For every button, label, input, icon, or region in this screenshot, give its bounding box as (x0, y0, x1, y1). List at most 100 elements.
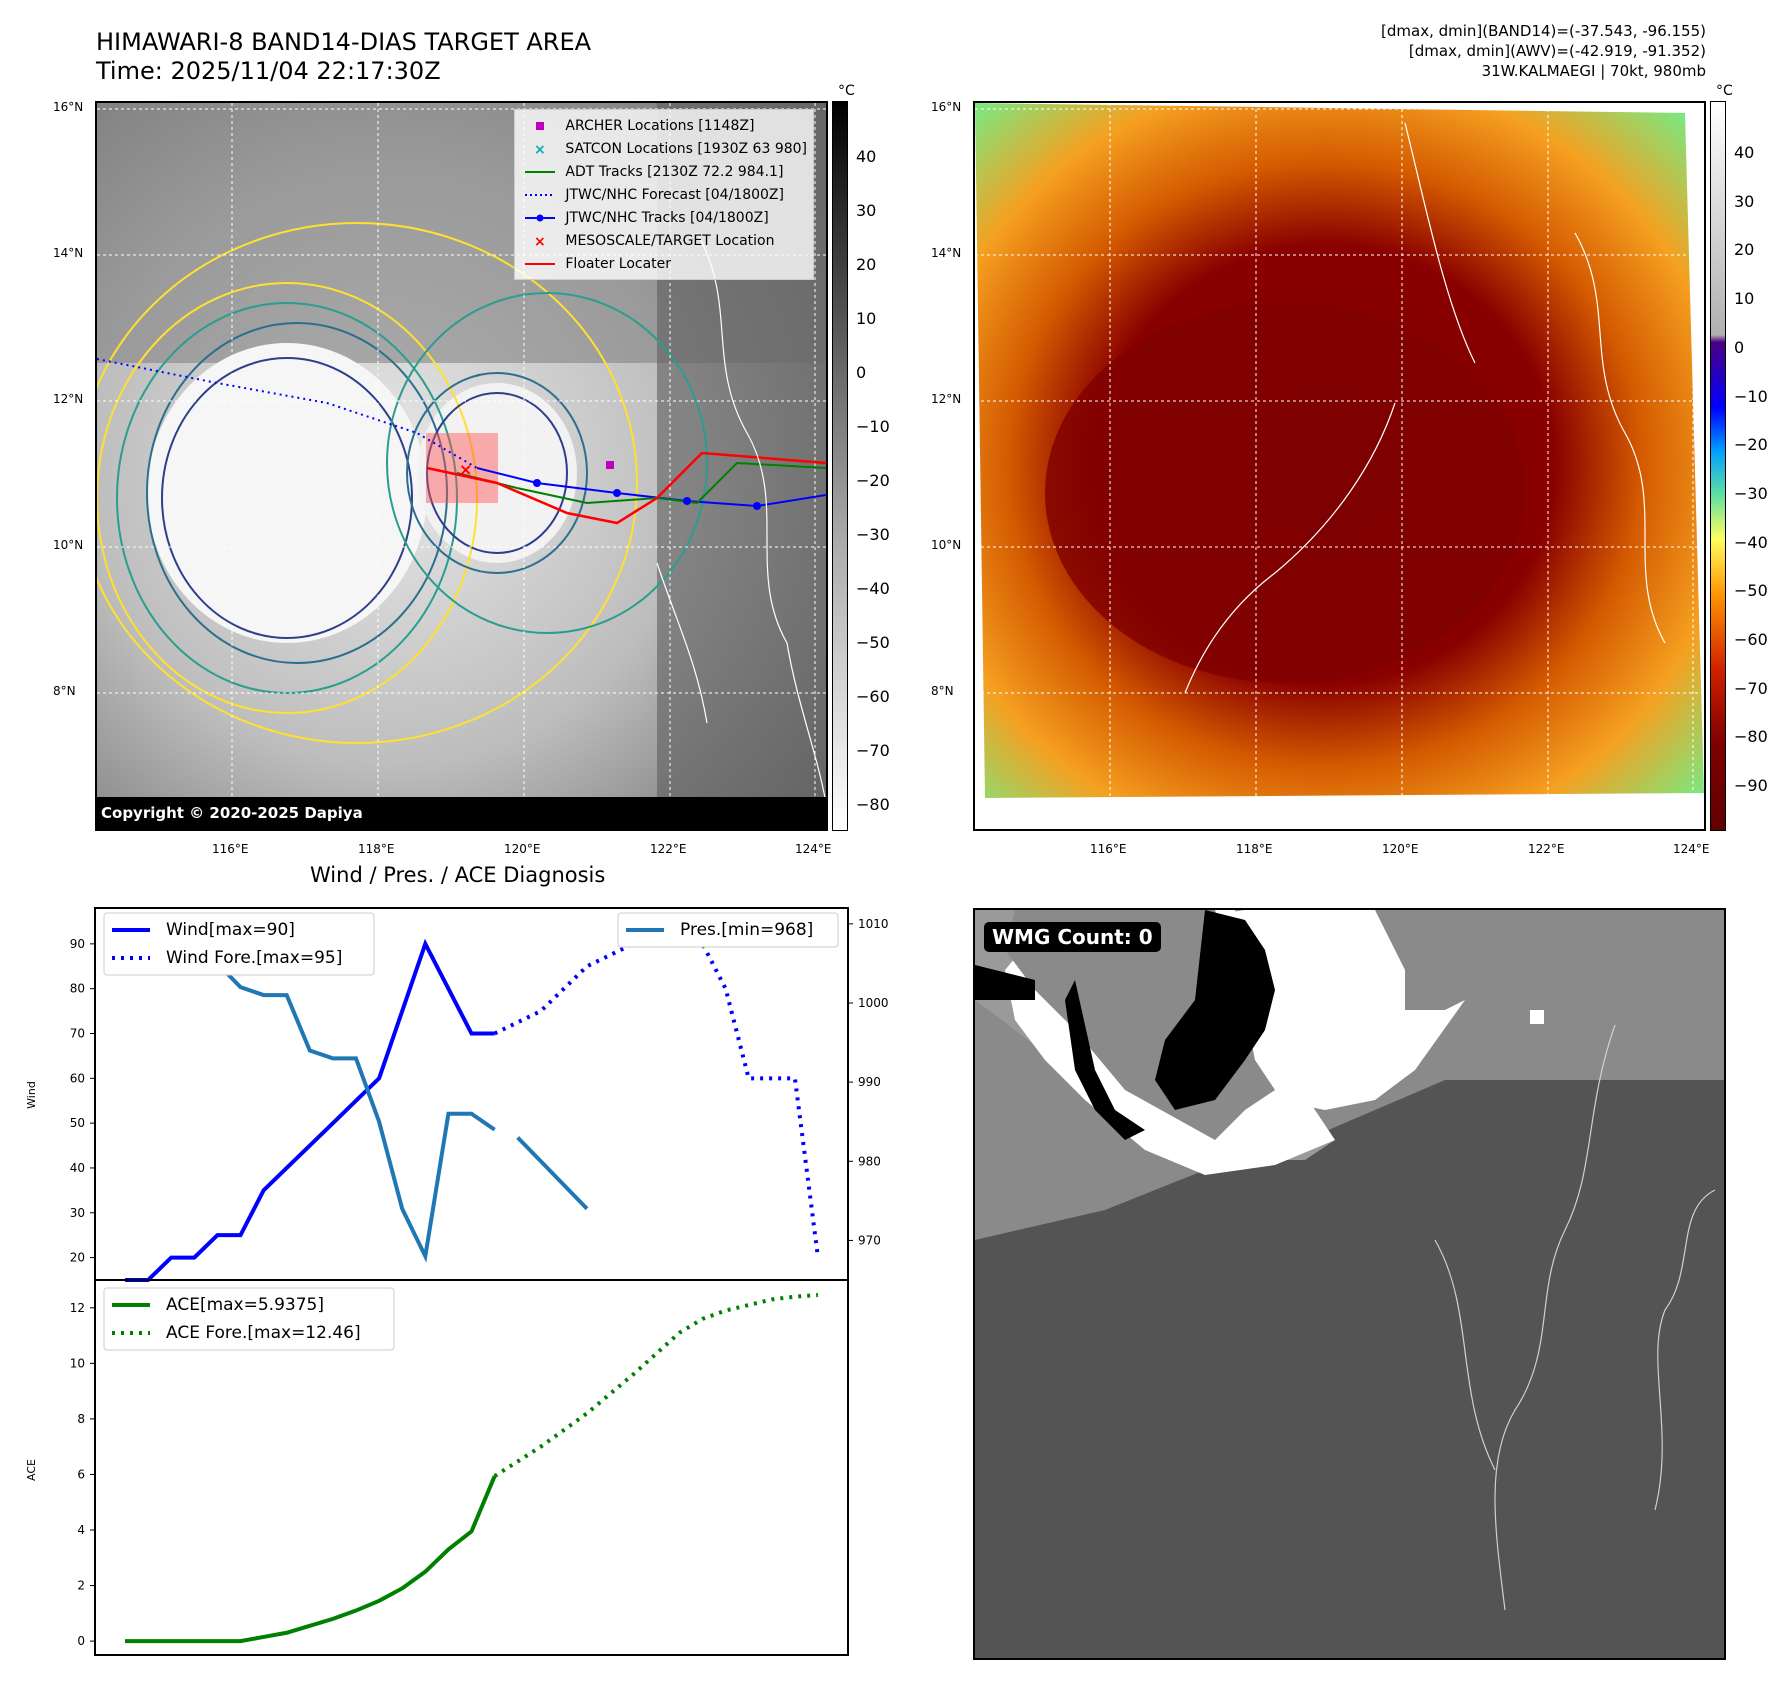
ace-axis-label: ACE (25, 1459, 38, 1481)
wv-map-image (975, 103, 1704, 829)
ir-colorbar-ticks: 40 30 20 10 0 −10 −20 −30 −40 −50 −60 −70 −80 (856, 101, 896, 831)
wind-ytick-label: 90 (70, 937, 85, 951)
lon-label: 116°E (1090, 842, 1127, 856)
wind-pressure-series-line (493, 919, 820, 1258)
wind-legend-label: Wind[max=90] (166, 920, 295, 940)
lon-label: 122°E (1528, 842, 1565, 856)
ir-legend-label: JTWC/NHC Tracks [04/1800Z] (565, 209, 769, 226)
ir-map-panel: × ARCHER Locations [1148Z] × SATCON Locati… (95, 101, 828, 831)
lat-label: 12°N (53, 392, 84, 406)
colorbar-tick-label: 10 (1734, 289, 1755, 309)
colorbar-tick-label: 20 (1734, 240, 1755, 260)
ace-ytick-label: 8 (77, 1412, 85, 1426)
diagnosis-charts: 203040506070809097098099010001010WindPre… (25, 907, 889, 1656)
wind-pressure-series-line (516, 1136, 589, 1211)
wmg-panel: WMG Count: 0 (973, 908, 1726, 1660)
wind-ytick-label: 50 (70, 1116, 85, 1130)
lat-label: 14°N (931, 246, 962, 260)
ir-legend-swatch (525, 170, 556, 173)
ace-series-line (493, 1293, 819, 1478)
ir-legend: ARCHER Locations [1148Z] × SATCON Location… (514, 109, 814, 280)
awv-range: [dmax, dmin](AWV)=(-42.919, -91.352) (1408, 42, 1706, 60)
ace-legend: ACE[max=5.9375] ACE Fore.[max=12.46] (103, 1287, 395, 1351)
ir-legend-swatch (525, 193, 556, 196)
ace-ytick-label: 6 (77, 1467, 85, 1481)
wind-fore-legend-label: Wind Fore.[max=95] (166, 948, 342, 968)
wv-colorbar-ticks: 40 30 20 10 0 −10 −20 −30 −40 −50 −60 −70 −80 −90 (1734, 101, 1774, 831)
lon-label: 116°E (212, 842, 249, 856)
svg-text:×: × (534, 142, 546, 156)
colorbar-tick-label: −40 (856, 579, 890, 598)
ir-legend-label: SATCON Locations [1930Z 63 980] (565, 140, 807, 157)
colorbar-tick-label: 30 (1734, 191, 1755, 211)
svg-text:×: × (534, 234, 546, 248)
ace-ytick-label: 10 (70, 1356, 85, 1370)
colorbar-tick-label: −10 (1734, 386, 1768, 406)
colorbar-tick-label: 30 (856, 201, 877, 220)
pressure-legend: Pres.[min=968] (617, 912, 839, 948)
pressure-ytick-label: 1010 (858, 917, 889, 931)
lon-label: 124°E (795, 842, 832, 856)
lon-label: 118°E (1236, 842, 1273, 856)
lat-label: 10°N (53, 538, 84, 552)
wind-legend: Wind[max=90] Wind Fore.[max=95] (103, 912, 375, 976)
svg-text:×: × (459, 460, 472, 479)
ir-legend-swatch (525, 214, 556, 221)
diagnosis-title: Wind / Pres. / ACE Diagnosis (310, 863, 606, 887)
band14-range: [dmax, dmin](BAND14)=(-37.543, -96.155) (1381, 22, 1706, 40)
colorbar-tick-label: −50 (856, 633, 890, 652)
colorbar-tick-label: 10 (856, 309, 877, 328)
lon-label: 122°E (650, 842, 687, 856)
ir-legend-item: Floater Locater (523, 252, 807, 275)
wind-ytick-label: 40 (70, 1161, 85, 1175)
ace-axes (94, 1279, 849, 1656)
pressure-legend-label: Pres.[min=968] (680, 920, 813, 940)
colorbar-tick-label: −20 (856, 471, 890, 490)
ace-series-line (125, 1475, 497, 1644)
ir-legend-swatch (525, 262, 556, 265)
colorbar-tick-label: −60 (856, 687, 890, 706)
ir-colorbar (832, 101, 848, 831)
colorbar-tick-label: 40 (856, 147, 877, 166)
lat-label: 8°N (931, 684, 954, 698)
colorbar-tick-label: −70 (856, 741, 890, 760)
ace-ytick-label: 2 (77, 1579, 85, 1593)
pressure-ytick-label: 980 (858, 1154, 881, 1168)
colorbar-tick-label: −60 (1734, 630, 1768, 649)
ace-legend-label: ACE[max=5.9375] (166, 1295, 324, 1315)
colorbar-tick-label: 20 (856, 255, 877, 274)
ir-legend-item: JTWC/NHC Tracks [04/1800Z] (523, 206, 807, 229)
wmg-count-badge: WMG Count: 0 (984, 922, 1161, 952)
colorbar-tick-label: −90 (1734, 776, 1768, 796)
ir-legend-label: ADT Tracks [2130Z 72.2 984.1] (565, 163, 784, 180)
ir-legend-item: × MESOSCALE/TARGET Location (523, 229, 807, 252)
colorbar-tick-label: −10 (856, 417, 890, 436)
ir-legend-swatch (536, 121, 545, 130)
ir-legend-swatch: × (534, 234, 546, 248)
ir-colorbar-unit: °C (838, 83, 855, 99)
lat-label: 10°N (931, 538, 962, 552)
lat-label: 16°N (53, 100, 84, 114)
colorbar-tick-label: 0 (856, 363, 867, 382)
ir-legend-swatch: × (534, 142, 546, 156)
wind-ytick-label: 80 (70, 982, 85, 996)
lat-label: 14°N (53, 246, 84, 260)
colorbar-tick-label: −80 (856, 795, 890, 814)
colorbar-tick-label: −50 (1734, 581, 1768, 601)
wind-ytick-label: 30 (70, 1206, 85, 1220)
ace-ytick-label: 4 (77, 1523, 85, 1537)
lat-label: 16°N (931, 100, 962, 114)
ace-ytick-label: 0 (77, 1634, 85, 1648)
storm-info: 31W.KALMAEGI | 70kt, 980mb (1481, 62, 1706, 80)
pressure-ytick-label: 1000 (858, 996, 889, 1010)
wind-ytick-label: 20 (70, 1251, 85, 1265)
wv-colorbar-unit: °C (1716, 83, 1733, 99)
wv-colorbar (1710, 101, 1726, 831)
wv-map-panel (973, 101, 1706, 831)
colorbar-tick-label: −30 (856, 525, 890, 544)
ir-legend-item: ARCHER Locations [1148Z] (523, 114, 807, 137)
ir-legend-item: × SATCON Locations [1930Z 63 980] (523, 137, 807, 160)
lat-label: 12°N (931, 392, 962, 406)
wmg-image (975, 910, 1724, 1658)
colorbar-tick-label: −20 (1734, 435, 1768, 455)
